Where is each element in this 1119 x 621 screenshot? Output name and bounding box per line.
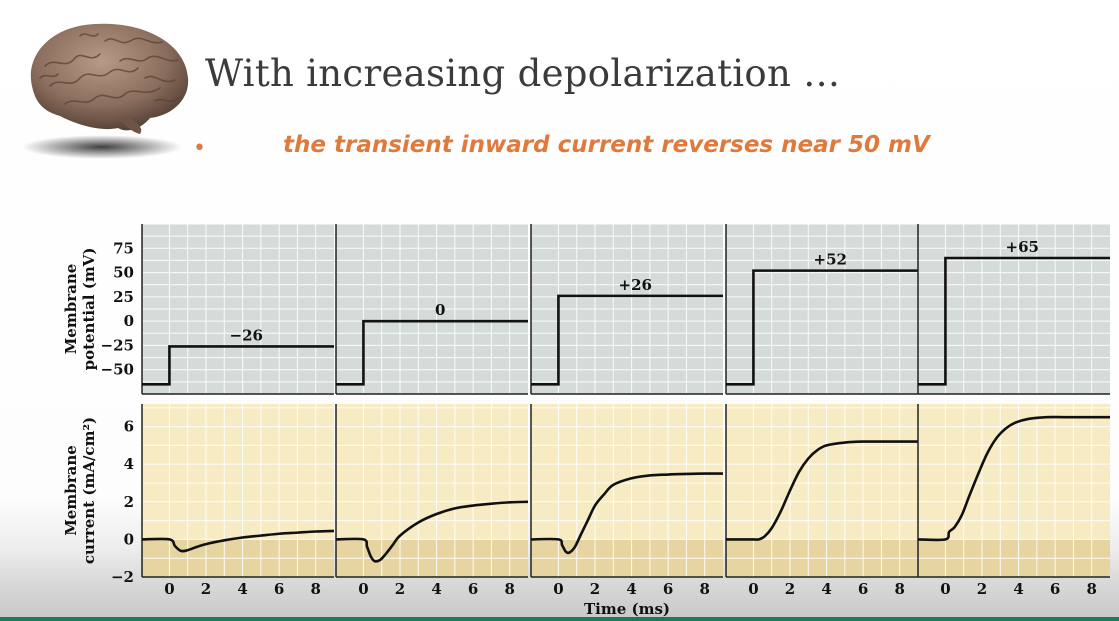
current-trace [335, 500, 529, 563]
voltage-step-trace [726, 269, 918, 386]
x-tick-label: 2 [395, 580, 405, 598]
x-tick-label: 2 [785, 580, 795, 598]
x-tick-label: 6 [1050, 580, 1060, 598]
grid [142, 223, 334, 578]
x-tick-label: 4 [237, 580, 247, 598]
y-tick-label: 6 [124, 418, 134, 436]
voltage-step-label: −26 [230, 326, 263, 344]
x-tick-label: 8 [310, 580, 320, 598]
voltage-step-label: 0 [435, 301, 445, 319]
y-tick-label: 25 [113, 288, 134, 306]
current-trace [917, 415, 1110, 542]
x-tick-label: 0 [164, 580, 174, 598]
bullet-text: the transient inward current reverses ne… [283, 132, 930, 158]
y-tick-label: −50 [101, 361, 134, 379]
x-tick-label: 4 [431, 580, 441, 598]
x-tick-label: 4 [821, 580, 831, 598]
potential-y-axis-title-line: Membrane [62, 264, 80, 355]
x-tick-label: 6 [663, 580, 673, 598]
voltage-step-trace [336, 319, 528, 386]
x-tick-label: 4 [1013, 580, 1023, 598]
potential-y-axis-title: Membranepotential (mV) [62, 248, 98, 371]
bullet-marker: • [193, 136, 206, 161]
y-tick-label: 0 [124, 312, 134, 330]
y-tick-label: 4 [124, 455, 134, 473]
x-tick-label: 6 [468, 580, 478, 598]
voltage-step-trace [142, 345, 334, 386]
x-tick-label: 0 [940, 580, 950, 598]
x-tick-label: 0 [553, 580, 563, 598]
x-tick-label: 8 [699, 580, 709, 598]
y-tick-label: 2 [124, 493, 134, 511]
x-tick-label: 2 [590, 580, 600, 598]
x-tick-label: 2 [977, 580, 987, 598]
x-tick-label: 6 [858, 580, 868, 598]
slide-title: With increasing depolarization … [205, 52, 841, 95]
voltage-step-trace [531, 294, 723, 386]
grid [531, 223, 723, 578]
x-tick-label: 0 [748, 580, 758, 598]
current-trace [530, 472, 724, 555]
voltage-step-label: +65 [1006, 238, 1039, 256]
y-tick-label: 50 [113, 264, 134, 282]
current-y-axis-title-line: current (mA/cm²) [80, 417, 98, 564]
y-tick-label: 75 [113, 239, 134, 257]
x-tick-label: 6 [274, 580, 284, 598]
bottom-strip [0, 617, 1119, 621]
x-tick-label: 8 [1086, 580, 1096, 598]
potential-y-axis-title-line: potential (mV) [80, 248, 98, 371]
y-tick-label: −25 [101, 336, 134, 354]
voltage-step-label: +52 [814, 251, 847, 269]
current-trace [726, 440, 918, 541]
voltage-step-label: +26 [619, 276, 652, 294]
voltage-step-trace [918, 256, 1110, 386]
x-tick-label: 8 [504, 580, 514, 598]
x-tick-label: 2 [201, 580, 211, 598]
brain-icon [22, 23, 189, 159]
x-tick-label: 0 [358, 580, 368, 598]
x-axis-title: Time (ms) [584, 600, 670, 618]
y-tick-label: −2 [111, 568, 134, 586]
current-y-axis-title-line: Membrane [62, 445, 80, 536]
current-y-axis-title: Membranecurrent (mA/cm²) [62, 417, 98, 564]
y-tick-label: 0 [124, 530, 134, 548]
current-trace [141, 529, 335, 553]
x-tick-label: 4 [626, 580, 636, 598]
x-tick-label: 8 [894, 580, 904, 598]
grid [336, 223, 528, 578]
